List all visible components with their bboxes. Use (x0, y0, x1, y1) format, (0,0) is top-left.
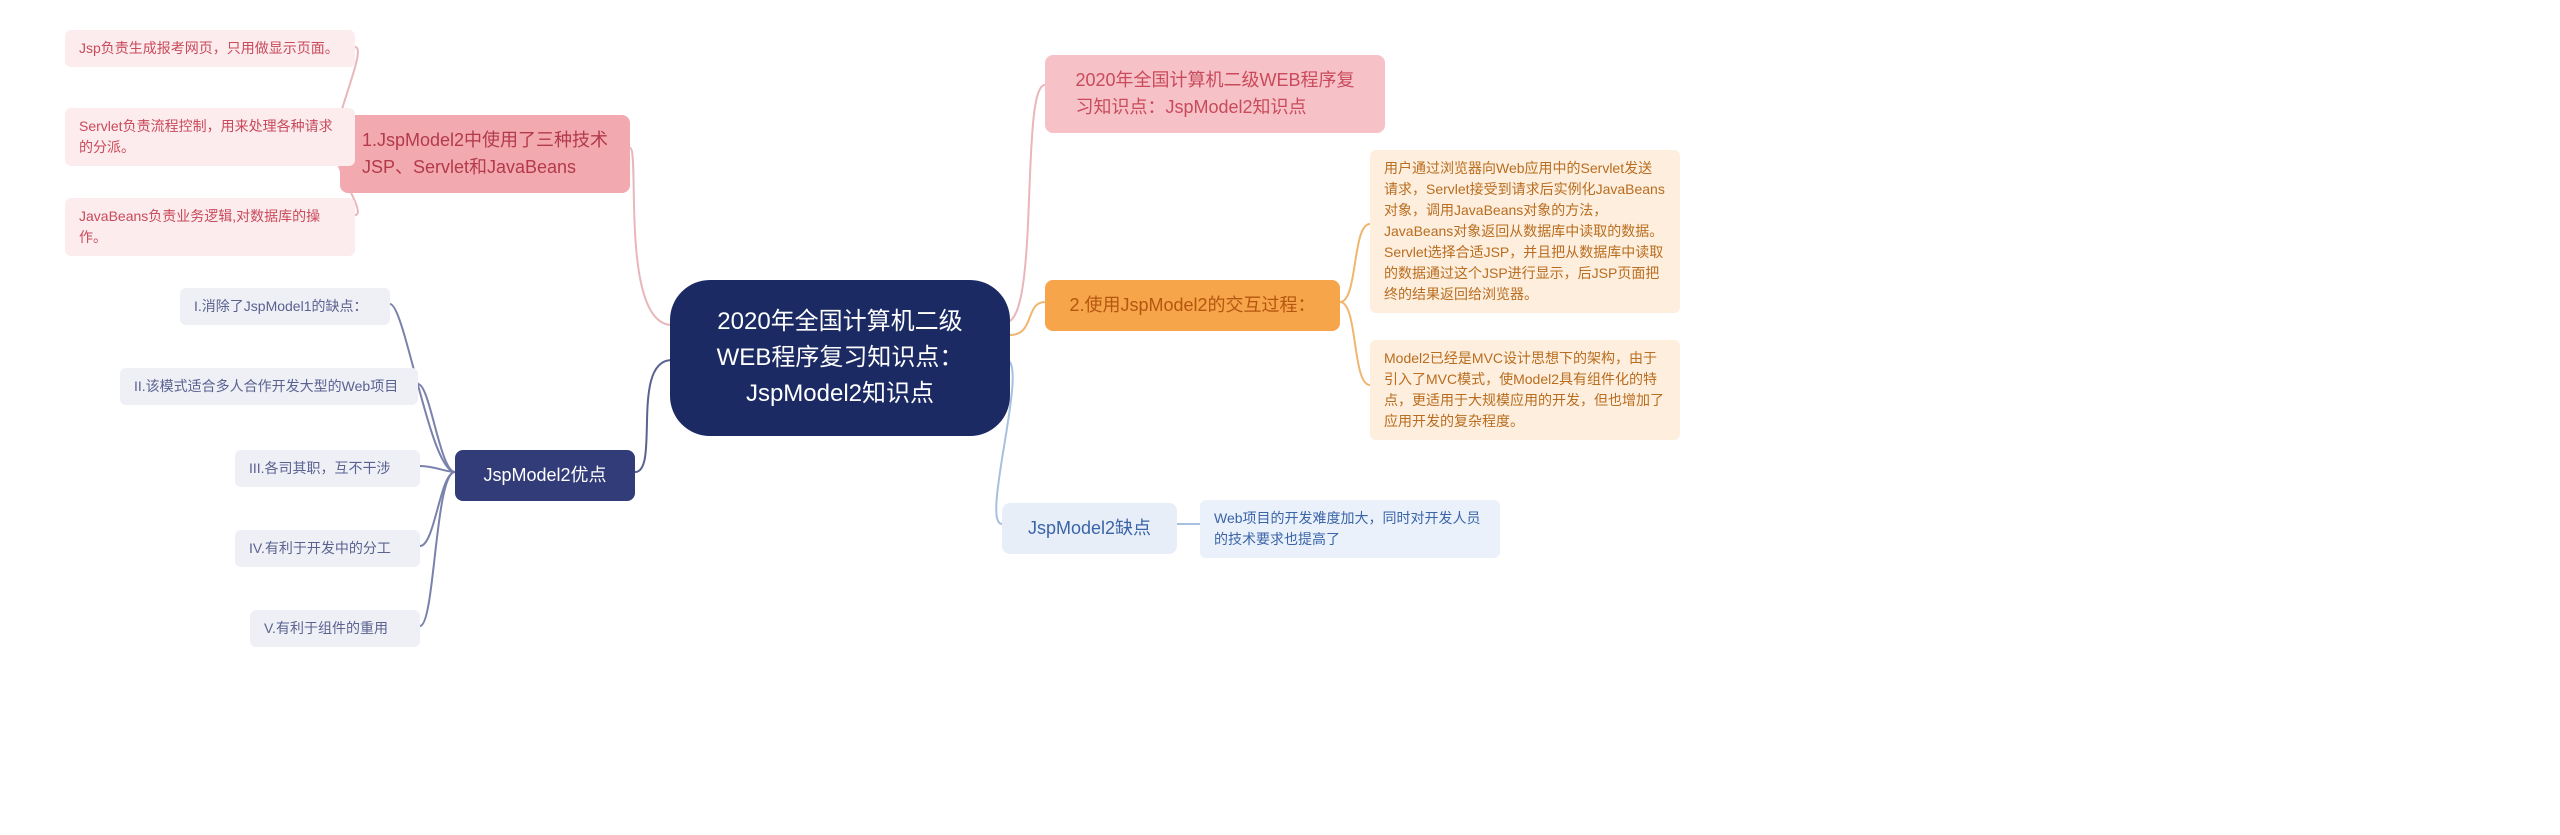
center-node: 2020年全国计算机二级WEB程序复习知识点：JspModel2知识点 (670, 280, 1010, 436)
leaf-b2-3: IV.有利于开发中的分工 (235, 530, 420, 567)
branch-b4: 2.使用JspModel2的交互过程： (1045, 280, 1340, 331)
leaf-b1-0: Jsp负责生成报考网页，只用做显示页面。 (65, 30, 355, 67)
leaf-b2-1: II.该模式适合多人合作开发大型的Web项目 (120, 368, 418, 405)
branch-b2: JspModel2优点 (455, 450, 635, 501)
leaf-b4-1: Model2已经是MVC设计思想下的架构，由于引入了MVC模式，使Model2具… (1370, 340, 1680, 440)
leaf-b1-2: JavaBeans负责业务逻辑,对数据库的操作。 (65, 198, 355, 256)
leaf-b2-0: I.消除了JspModel1的缺点： (180, 288, 390, 325)
leaf-b5-0: Web项目的开发难度加大，同时对开发人员的技术要求也提高了 (1200, 500, 1500, 558)
leaf-b1-1: Servlet负责流程控制，用来处理各种请求的分派。 (65, 108, 355, 166)
branch-b5: JspModel2缺点 (1002, 503, 1177, 554)
leaf-b2-4: V.有利于组件的重用 (250, 610, 420, 647)
branch-b1: 1.JspModel2中使用了三种技术JSP、Servlet和JavaBeans (340, 115, 630, 193)
leaf-b4-0: 用户通过浏览器向Web应用中的Servlet发送请求，Servlet接受到请求后… (1370, 150, 1680, 313)
branch-b3: 2020年全国计算机二级WEB程序复习知识点：JspModel2知识点 (1045, 55, 1385, 133)
leaf-b2-2: III.各司其职，互不干涉 (235, 450, 420, 487)
